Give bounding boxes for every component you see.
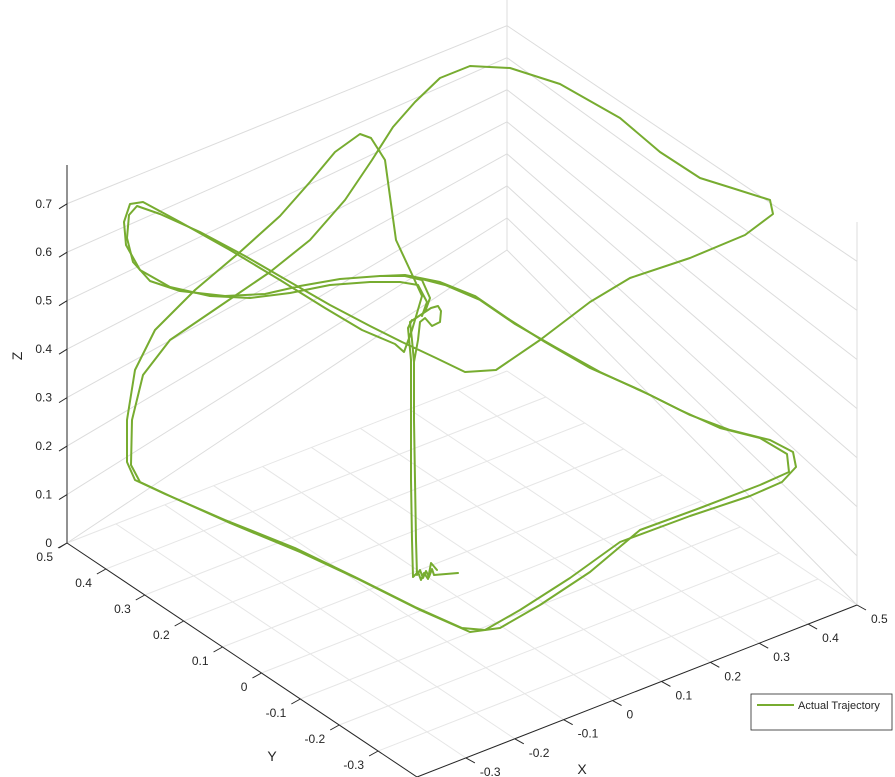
x-tick-label: 0.2 [724, 669, 741, 683]
z-tick-label: 0.2 [35, 439, 52, 453]
x-tick-label: 0.5 [871, 612, 888, 626]
y-axis-label: Y [267, 748, 277, 764]
z-tick-label: 0.6 [35, 245, 52, 259]
y-tick-label: 0 [241, 680, 248, 694]
y-tick-label: 0.5 [36, 550, 53, 564]
z-tick-label: 0 [45, 536, 52, 550]
x-tick-label: 0.4 [822, 631, 839, 645]
x-tick-label: 0.1 [675, 688, 692, 702]
y-tick-label: 0.1 [192, 654, 209, 668]
z-tick-label: 0.5 [35, 294, 52, 308]
y-tick-label: 0.3 [114, 602, 131, 616]
x-axis-label: X [577, 761, 587, 777]
x-tick-label: 0.3 [773, 650, 790, 664]
legend-entry-label: Actual Trajectory [798, 700, 880, 712]
y-tick-label: -0.2 [305, 732, 326, 746]
x-tick-label: -0.3 [480, 765, 501, 777]
z-axis-label: Z [9, 351, 25, 360]
x-tick-label: 0 [627, 708, 634, 722]
y-tick-label: 0.2 [153, 628, 170, 642]
y-tick-label: 0.4 [75, 576, 92, 590]
z-tick-label: 0.7 [35, 197, 52, 211]
x-tick-label: -0.2 [529, 746, 550, 760]
z-tick-label: 0.1 [35, 488, 52, 502]
y-tick-label: -0.3 [343, 758, 364, 772]
y-tick-label: -0.1 [266, 706, 287, 720]
legend: Actual Trajectory [751, 694, 892, 730]
z-tick-label: 0.4 [35, 342, 52, 356]
z-tick-label: 0.3 [35, 391, 52, 405]
x-tick-label: -0.1 [578, 727, 599, 741]
